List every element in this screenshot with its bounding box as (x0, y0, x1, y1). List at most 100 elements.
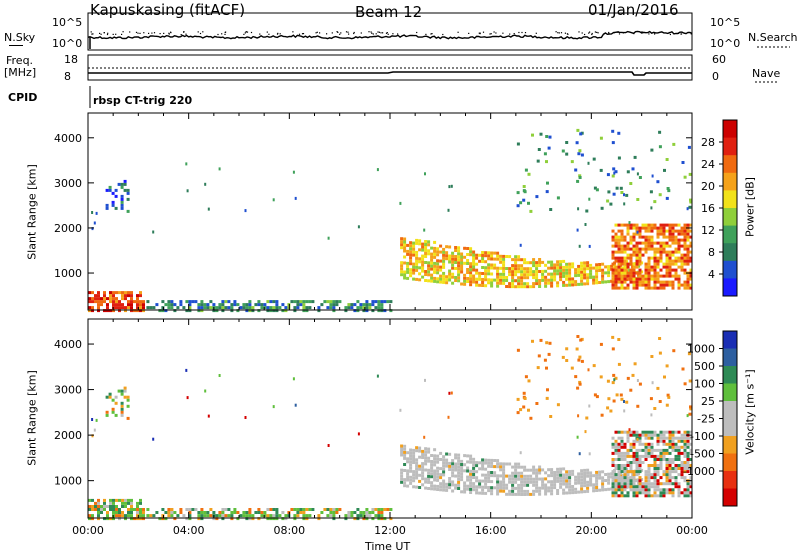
power-cell (421, 266, 425, 270)
nsearch-series-dot (121, 33, 123, 35)
power-cell (611, 262, 615, 266)
power-cell (656, 241, 660, 245)
velocity-cell (638, 470, 642, 474)
power-cell (599, 136, 603, 140)
power-cell (668, 256, 672, 260)
power-cell (356, 300, 360, 304)
velocity-cell (111, 410, 115, 414)
power-cell (662, 274, 666, 278)
velocity-cell (546, 388, 549, 392)
power-cell (637, 264, 641, 268)
power-cell (629, 226, 633, 230)
velocity-cell (415, 476, 419, 480)
power-cell (463, 261, 467, 265)
power-cell (641, 280, 645, 284)
power-cell (212, 309, 216, 313)
power-cell (523, 270, 527, 274)
power-cell (421, 263, 425, 267)
velocity-cell (427, 456, 431, 460)
power-cell (133, 309, 136, 313)
velocity-cell (535, 402, 539, 405)
power-cell (620, 274, 624, 278)
nsearch-series-dot (425, 33, 427, 35)
velocity-cell (583, 484, 587, 488)
power-cell (133, 300, 136, 304)
nsearch-series-dot (387, 33, 389, 35)
velocity-cell (423, 435, 426, 439)
power-cell (650, 244, 654, 248)
velocity-cell (445, 488, 449, 492)
power-cell (445, 278, 449, 282)
velocity-cell (640, 478, 644, 481)
velocity-cell (463, 487, 467, 491)
velocity-cell (389, 517, 393, 521)
velocity-cell (442, 473, 446, 477)
velocity-cell (520, 486, 524, 490)
velocity-cell (109, 508, 112, 511)
power-cell (463, 273, 467, 277)
power-cell (635, 232, 639, 236)
velocity-cell (665, 482, 669, 486)
velocity-cell (499, 489, 503, 493)
velocity-cell (412, 470, 416, 474)
power-cell (427, 270, 431, 274)
velocity-cell (329, 508, 333, 511)
velocity-cell (644, 448, 648, 452)
velocity-cell (484, 461, 488, 465)
nsearch-series-dot (386, 32, 388, 34)
power-cell (617, 131, 621, 135)
velocity-cell (623, 445, 627, 449)
velocity-cell (574, 375, 578, 379)
velocity-cell (292, 377, 295, 381)
nsearch-series-dot (197, 31, 199, 33)
power-cell (430, 261, 434, 265)
power-cell (668, 250, 672, 254)
power-cell (674, 229, 678, 233)
power-cell (635, 256, 639, 260)
velocity-cell (118, 508, 121, 511)
power-cell (424, 273, 428, 276)
velocity-cell (520, 465, 524, 469)
power-cell (659, 226, 663, 230)
velocity-cell (544, 471, 548, 475)
velocity-cell (595, 470, 599, 474)
power-cell (659, 229, 663, 233)
velocity-cell (550, 471, 554, 475)
velocity-cell (553, 486, 557, 490)
power-cell (469, 283, 473, 287)
velocity-cell (553, 471, 557, 474)
velocity-cell (614, 479, 618, 483)
velocity-cell (359, 514, 363, 518)
power-cell (230, 306, 234, 310)
velocity-cell (433, 469, 437, 473)
power-cell (508, 267, 512, 271)
power-cell (689, 241, 693, 245)
velocity-cell (469, 457, 473, 461)
velocity-cell (629, 470, 633, 474)
power-cell (686, 250, 690, 254)
velocity-cell (403, 463, 407, 466)
velocity-cell (600, 413, 604, 417)
power-cell (644, 223, 648, 227)
power-cell (614, 274, 618, 278)
velocity-cell (152, 437, 155, 441)
power-cell (167, 306, 171, 310)
power-cell (230, 309, 234, 313)
nsearch-series-dot (103, 32, 105, 34)
power-cell (638, 283, 642, 287)
power-cell (439, 274, 443, 278)
power-cell (442, 262, 446, 266)
velocity-cell (556, 479, 560, 483)
velocity-cell (672, 349, 676, 353)
velocity-cell (641, 433, 645, 437)
power-cell (502, 275, 506, 279)
velocity-cell (103, 505, 106, 508)
velocity-cell (629, 430, 633, 434)
velocity-cell (516, 348, 520, 352)
power-cell (409, 274, 413, 278)
power-cell (614, 259, 618, 263)
velocity-cell (665, 491, 669, 495)
velocity-cell (409, 451, 413, 455)
velocity-cell (424, 447, 428, 451)
power-cell (647, 241, 651, 245)
